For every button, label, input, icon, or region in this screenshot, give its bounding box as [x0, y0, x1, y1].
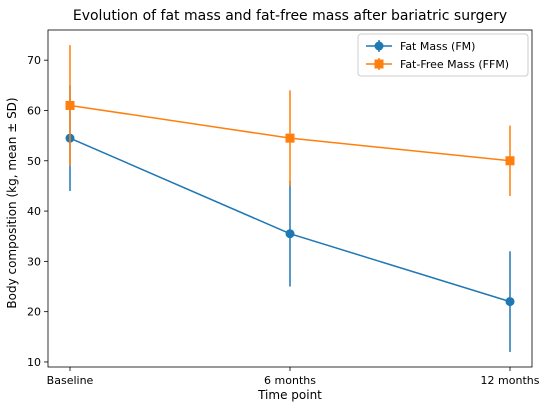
chart-title: Evolution of fat mass and fat-free mass …	[73, 8, 507, 24]
x-tick-label: 6 months	[264, 374, 316, 387]
x-tick-label: Baseline	[47, 374, 94, 387]
y-axis-label: Body composition (kg, mean ± SD)	[5, 97, 19, 308]
legend-item: Fat-Free Mass (FFM)	[366, 58, 509, 71]
legend-box	[357, 33, 529, 77]
data-point	[505, 156, 515, 166]
legend: Fat Mass (FM) Fat-Free Mass (FFM)	[357, 33, 529, 77]
y-tick-label: 60	[27, 104, 41, 117]
legend-marker	[374, 41, 384, 51]
y-tick-label: 30	[27, 255, 41, 268]
legend-label: Fat Mass (FM)	[400, 40, 475, 53]
series-2	[65, 45, 515, 196]
data-point	[285, 229, 295, 239]
plot-area	[65, 45, 515, 352]
series-1	[65, 85, 515, 352]
y-tick-label: 20	[27, 306, 41, 319]
y-tick-label: 40	[27, 205, 41, 218]
y-axis: 10 20 30 40 50 60 70	[27, 54, 48, 369]
y-tick-label: 10	[27, 356, 41, 369]
x-axis-label: Time point	[257, 388, 322, 402]
legend-marker	[374, 59, 384, 69]
y-tick-label: 70	[27, 54, 41, 67]
legend-item: Fat Mass (FM)	[366, 40, 475, 53]
x-axis: Baseline 6 months 12 months	[47, 367, 540, 387]
y-tick-label: 50	[27, 155, 41, 168]
legend-label: Fat-Free Mass (FFM)	[400, 58, 509, 71]
data-point	[505, 297, 515, 307]
data-point	[285, 133, 295, 143]
data-point	[65, 100, 75, 110]
x-tick-label: 12 months	[481, 374, 540, 387]
